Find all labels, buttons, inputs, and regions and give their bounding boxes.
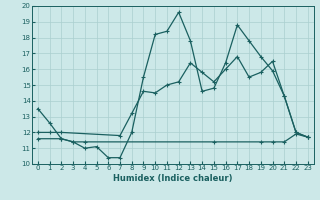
X-axis label: Humidex (Indice chaleur): Humidex (Indice chaleur) bbox=[113, 174, 233, 183]
